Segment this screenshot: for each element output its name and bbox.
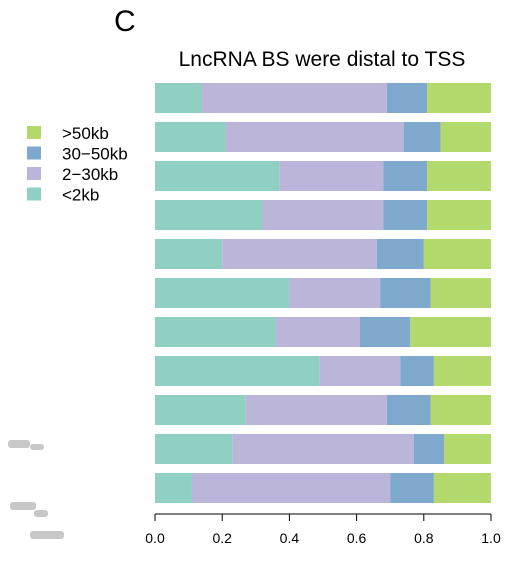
blurred-label-mark <box>10 502 36 510</box>
bar-segment-row11-50kb <box>433 473 491 503</box>
bar-segment-row6-50kb <box>430 278 491 308</box>
bar-segment-row3-2-30kb <box>279 161 384 191</box>
bar-segment-row1-2kb <box>155 83 203 113</box>
legend-swatch-2-30kb <box>27 167 41 180</box>
bar-segment-row8-50kb <box>433 356 491 386</box>
bar-segment-row2-2-30kb <box>225 122 404 152</box>
blurred-label-mark <box>30 444 44 450</box>
bar-segment-row11-2-30kb <box>191 473 391 503</box>
bar-segment-row10-2-30kb <box>232 434 414 464</box>
bar-segment-row4-50kb <box>427 200 491 230</box>
bar-segment-row2-30-50kb <box>403 122 441 152</box>
bar-segment-row6-2kb <box>155 278 290 308</box>
blurred-label-mark <box>8 440 30 448</box>
bar-segment-row5-2-30kb <box>222 239 377 269</box>
bar-segment-row4-2kb <box>155 200 263 230</box>
bar-segment-row6-30-50kb <box>380 278 431 308</box>
bar-segment-row9-2-30kb <box>245 395 387 425</box>
bar-segment-row1-2-30kb <box>202 83 387 113</box>
bar-segment-row3-30-50kb <box>383 161 428 191</box>
legend-label-2-30kb: 2−30kb <box>62 165 118 184</box>
bar-segment-row11-30-50kb <box>390 473 434 503</box>
x-tick-label: 0.4 <box>280 530 300 546</box>
legend-swatch-2kb <box>27 187 41 201</box>
bar-segment-row10-50kb <box>443 434 491 464</box>
bar-segment-row5-2kb <box>155 239 223 269</box>
bars-group <box>155 83 491 503</box>
x-tick-label: 1.0 <box>481 530 501 546</box>
bar-segment-row1-30-50kb <box>386 83 428 113</box>
blurred-row-labels <box>8 440 64 539</box>
bar-segment-row8-30-50kb <box>400 356 434 386</box>
bar-segment-row5-30-50kb <box>376 239 424 269</box>
bar-segment-row9-50kb <box>430 395 491 425</box>
bar-segment-row10-30-50kb <box>413 434 444 464</box>
bar-segment-row7-50kb <box>410 317 491 347</box>
bar-segment-row7-2-30kb <box>275 317 360 347</box>
bar-segment-row9-30-50kb <box>386 395 431 425</box>
bar-segment-row2-2kb <box>155 122 226 152</box>
bar-segment-row9-2kb <box>155 395 246 425</box>
bar-segment-row8-2-30kb <box>319 356 401 386</box>
bar-segment-row4-2-30kb <box>262 200 384 230</box>
legend-label-30-50kb: 30−50kb <box>62 145 128 164</box>
bar-segment-row11-2kb <box>155 473 192 503</box>
bar-segment-row10-2kb <box>155 434 233 464</box>
chart-title: LncRNA BS were distal to TSS <box>179 48 466 71</box>
panel-label: C <box>114 5 136 38</box>
legend-label-2kb: <2kb <box>62 186 99 205</box>
bar-segment-row3-50kb <box>427 161 491 191</box>
bar-segment-row5-50kb <box>423 239 491 269</box>
x-tick-label: 0.2 <box>212 530 232 546</box>
bar-segment-row6-2-30kb <box>289 278 381 308</box>
x-tick-label: 0.0 <box>145 530 165 546</box>
bar-segment-row4-30-50kb <box>383 200 428 230</box>
x-tick-label: 0.6 <box>347 530 367 546</box>
blurred-label-mark <box>34 510 48 517</box>
blurred-label-mark <box>30 531 64 539</box>
x-tick-label: 0.8 <box>414 530 434 546</box>
x-axis: 0.0 0.2 0.4 0.6 0.8 1.0 <box>145 513 501 546</box>
legend-label-50kb: >50kb <box>62 124 109 143</box>
bar-segment-row7-2kb <box>155 317 276 347</box>
bar-segment-row1-50kb <box>427 83 491 113</box>
legend-swatch-50kb <box>27 126 41 139</box>
bar-segment-row2-50kb <box>440 122 491 152</box>
legend-swatch-30-50kb <box>27 146 41 160</box>
bar-segment-row7-30-50kb <box>359 317 411 347</box>
bar-segment-row3-2kb <box>155 161 280 191</box>
bar-segment-row8-2kb <box>155 356 320 386</box>
